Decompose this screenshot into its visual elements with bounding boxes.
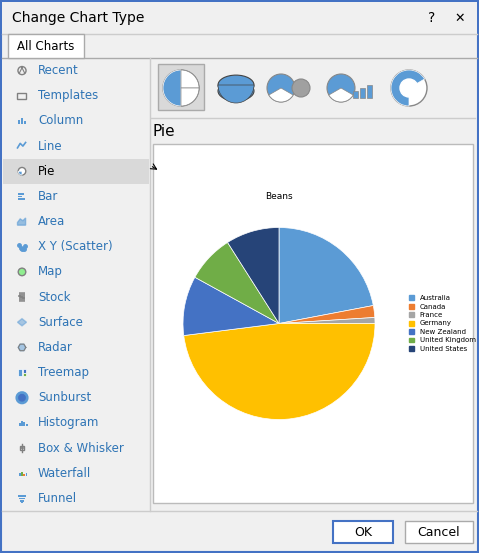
Ellipse shape [218, 81, 254, 101]
Bar [25, 473, 27, 476]
Ellipse shape [218, 75, 254, 95]
Bar [25, 424, 28, 426]
Bar [24, 121, 25, 124]
Polygon shape [18, 319, 26, 326]
Bar [405, 521, 473, 543]
Bar [19, 473, 21, 476]
Bar [18, 193, 23, 195]
Bar [367, 85, 372, 98]
Bar [18, 495, 26, 497]
Text: Sunburst: Sunburst [38, 392, 91, 404]
Text: Bar: Bar [38, 190, 58, 203]
Bar [18, 369, 23, 376]
Bar [21, 421, 23, 426]
Polygon shape [18, 344, 26, 351]
Bar [21, 500, 23, 502]
Circle shape [391, 70, 427, 106]
Bar [21, 472, 23, 476]
Text: Cancel: Cancel [418, 525, 460, 539]
Wedge shape [183, 277, 279, 336]
Bar [23, 474, 25, 476]
Legend: Australia, Canada, France, Germany, New Zealand, United Kingdom, United States: Australia, Canada, France, Germany, New … [407, 294, 477, 353]
Text: Treemap: Treemap [38, 366, 89, 379]
Bar [23, 421, 25, 426]
Bar [360, 88, 365, 98]
Bar [386, 64, 432, 110]
Circle shape [327, 74, 355, 102]
Wedge shape [181, 88, 199, 106]
Text: Map: Map [38, 265, 63, 278]
Bar [21, 118, 23, 124]
Circle shape [400, 79, 418, 97]
Text: Templates: Templates [38, 89, 98, 102]
Bar [21, 501, 23, 503]
Text: Pie: Pie [38, 165, 56, 178]
Text: ✕: ✕ [455, 12, 465, 24]
Circle shape [18, 168, 26, 175]
Wedge shape [269, 88, 293, 102]
Bar [326, 64, 372, 110]
Wedge shape [195, 242, 279, 324]
Bar [353, 91, 358, 98]
Bar [3, 159, 149, 184]
Wedge shape [163, 70, 181, 106]
Text: Column: Column [38, 114, 83, 127]
Text: ?: ? [428, 11, 435, 25]
Wedge shape [181, 70, 199, 88]
Wedge shape [228, 227, 279, 324]
Circle shape [18, 268, 26, 276]
Text: Histogram: Histogram [38, 416, 99, 430]
Bar [2, 2, 477, 34]
Bar [23, 373, 26, 376]
Wedge shape [391, 70, 424, 106]
Circle shape [267, 74, 295, 102]
Bar [153, 144, 473, 503]
Bar [18, 196, 22, 197]
Title: Beans: Beans [265, 192, 293, 201]
Wedge shape [279, 227, 373, 324]
Text: Recent: Recent [38, 64, 79, 77]
Circle shape [292, 79, 310, 97]
Text: Surface: Surface [38, 316, 83, 328]
Bar [18, 199, 25, 200]
Polygon shape [18, 218, 25, 225]
Wedge shape [279, 317, 375, 324]
Wedge shape [184, 324, 375, 420]
Text: Pie: Pie [153, 124, 176, 139]
Text: X Y (Scatter): X Y (Scatter) [38, 240, 113, 253]
Bar [18, 121, 20, 124]
Bar [19, 498, 24, 499]
Text: Line: Line [38, 139, 63, 153]
Bar [268, 64, 314, 110]
Text: Area: Area [38, 215, 65, 228]
Bar [213, 64, 259, 110]
Bar [23, 369, 26, 373]
Bar [158, 64, 204, 110]
Wedge shape [218, 85, 254, 103]
Text: Radar: Radar [38, 341, 73, 354]
Text: Box & Whisker: Box & Whisker [38, 442, 124, 455]
Bar [151, 62, 475, 114]
Bar [18, 92, 26, 99]
Text: OK: OK [354, 525, 372, 539]
Wedge shape [329, 88, 353, 102]
Circle shape [163, 70, 199, 106]
Text: Waterfall: Waterfall [38, 467, 91, 480]
Text: Funnel: Funnel [38, 492, 77, 505]
Wedge shape [279, 305, 375, 324]
Text: All Charts: All Charts [17, 39, 75, 53]
Bar [20, 446, 24, 450]
Text: Stock: Stock [38, 290, 70, 304]
Text: Change Chart Type: Change Chart Type [12, 11, 144, 25]
Bar [8, 34, 84, 58]
Bar [19, 423, 21, 426]
Bar [333, 521, 393, 543]
Wedge shape [18, 171, 22, 175]
Bar [2, 58, 150, 511]
